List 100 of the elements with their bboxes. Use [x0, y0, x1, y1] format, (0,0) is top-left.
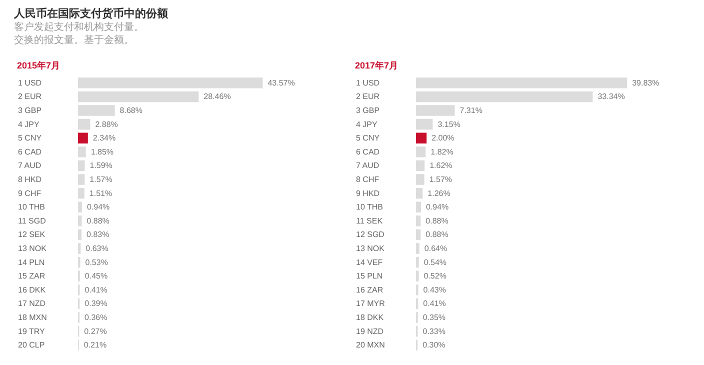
- bar: [78, 216, 82, 226]
- bar: [416, 270, 419, 282]
- data-label: 0.88%: [86, 216, 110, 226]
- data-label: 0.63%: [86, 244, 108, 253]
- y-tick-label: 7 AUD: [18, 161, 42, 170]
- data-label: 0.54%: [424, 258, 447, 267]
- y-tick-label: 12 SEK: [18, 230, 46, 240]
- y-tick-label: 4 JPY: [18, 120, 40, 129]
- data-label: 2.00%: [432, 134, 454, 143]
- bar: [78, 202, 82, 212]
- y-tick-label: 9 HKD: [356, 188, 380, 198]
- data-label: 0.41%: [84, 285, 108, 294]
- bar: [78, 160, 85, 172]
- y-tick-label: 5 CNY: [356, 134, 380, 143]
- data-label: 28.46%: [204, 92, 231, 102]
- chart-title: 2015年7月: [17, 60, 60, 70]
- data-label: 1.51%: [89, 188, 112, 198]
- bar: [416, 188, 423, 199]
- data-label: 33.34%: [598, 92, 625, 102]
- y-tick-label: 18 MXN: [18, 313, 48, 322]
- bar: [416, 216, 421, 226]
- bar: [416, 132, 427, 144]
- data-label: 0.94%: [426, 202, 449, 212]
- data-label: 0.45%: [84, 272, 108, 281]
- bar: [416, 243, 420, 254]
- bar: [78, 91, 199, 102]
- data-label: 39.83%: [632, 78, 660, 88]
- y-tick-label: 1 USD: [18, 78, 42, 88]
- data-label: 2.34%: [92, 134, 116, 143]
- data-label: 3.15%: [438, 120, 460, 129]
- data-label: 0.41%: [423, 299, 446, 308]
- bar: [78, 229, 82, 240]
- y-tick-label: 16 ZAR: [356, 285, 384, 294]
- y-tick-label: 16 DKK: [18, 285, 46, 294]
- y-tick-label: 7 AUD: [356, 161, 380, 170]
- bar: [78, 105, 115, 116]
- data-label: 8.68%: [120, 106, 142, 115]
- data-label: 0.83%: [86, 230, 110, 240]
- text: 人民币在国际支付货币中的份额: [14, 8, 168, 21]
- data-label: 0.52%: [424, 272, 446, 281]
- y-tick-label: 2 EUR: [356, 92, 380, 102]
- y-tick-label: 18 DKK: [356, 313, 384, 322]
- data-label: 1.26%: [428, 188, 450, 198]
- y-tick-label: 14 VEF: [356, 258, 383, 267]
- y-tick-label: 8 CHF: [356, 175, 380, 184]
- y-tick-label: 12 SGD: [356, 230, 385, 240]
- data-label: 0.36%: [84, 313, 108, 322]
- text: 交换的报文量。基于金额。: [14, 34, 135, 47]
- y-tick-label: 2 EUR: [18, 92, 42, 102]
- y-tick-label: 15 PLN: [356, 272, 383, 281]
- y-tick-label: 20 CLP: [18, 340, 45, 350]
- bar: [416, 146, 426, 158]
- bar: [416, 105, 455, 116]
- y-tick-label: 6 CAD: [18, 147, 42, 156]
- data-label: 1.57%: [429, 175, 452, 184]
- data-label: 0.88%: [426, 230, 448, 240]
- y-tick-label: 11 SGD: [18, 216, 46, 226]
- bar: [416, 160, 425, 172]
- y-tick-label: 10 THB: [356, 202, 383, 212]
- bar: [78, 132, 88, 144]
- y-tick-label: 19 TRY: [18, 326, 46, 336]
- y-tick-label: 11 SEK: [356, 216, 384, 226]
- data-label: 1.85%: [90, 147, 114, 156]
- y-tick-label: 8 HKD: [18, 175, 42, 184]
- data-label: 0.88%: [426, 216, 448, 226]
- data-label: 0.64%: [424, 244, 448, 253]
- data-label: 7.31%: [460, 106, 482, 115]
- data-label: 1.57%: [90, 175, 112, 184]
- bar: [78, 243, 81, 254]
- bar: [78, 146, 86, 158]
- data-label: 0.35%: [422, 313, 446, 322]
- y-tick-label: 6 CAD: [356, 147, 380, 156]
- y-tick-label: 13 NOK: [18, 244, 48, 253]
- data-label: 0.39%: [84, 299, 108, 308]
- data-label: 0.30%: [422, 340, 446, 350]
- bar: [416, 78, 628, 88]
- data-label: 1.59%: [90, 161, 112, 170]
- y-tick-label: 4 JPY: [356, 120, 378, 129]
- y-tick-label: 5 CNY: [18, 134, 42, 143]
- y-tick-label: 9 CHF: [18, 188, 42, 198]
- bar: [78, 118, 90, 130]
- y-tick-label: 10 THB: [18, 202, 45, 212]
- bar: [78, 188, 84, 199]
- data-label: 0.27%: [84, 326, 107, 336]
- y-tick-label: 20 MXN: [356, 340, 386, 350]
- data-label: 0.43%: [423, 285, 446, 294]
- y-tick-label: 17 MYR: [356, 299, 386, 308]
- data-label: 0.53%: [85, 258, 108, 267]
- bar: [416, 229, 421, 240]
- data-label: 0.33%: [422, 326, 446, 336]
- data-label: 1.62%: [430, 161, 452, 170]
- bar: [416, 174, 424, 185]
- y-tick-label: 17 NZD: [18, 299, 46, 308]
- text: 客户发起支付和机构支付量。: [14, 21, 145, 34]
- data-label: 1.82%: [430, 147, 454, 156]
- chart-title: 2017年7月: [355, 60, 398, 70]
- data-label: 0.21%: [84, 340, 107, 350]
- y-tick-label: 13 NOK: [356, 244, 386, 253]
- bar: [416, 202, 421, 212]
- y-tick-label: 3 GBP: [18, 106, 42, 115]
